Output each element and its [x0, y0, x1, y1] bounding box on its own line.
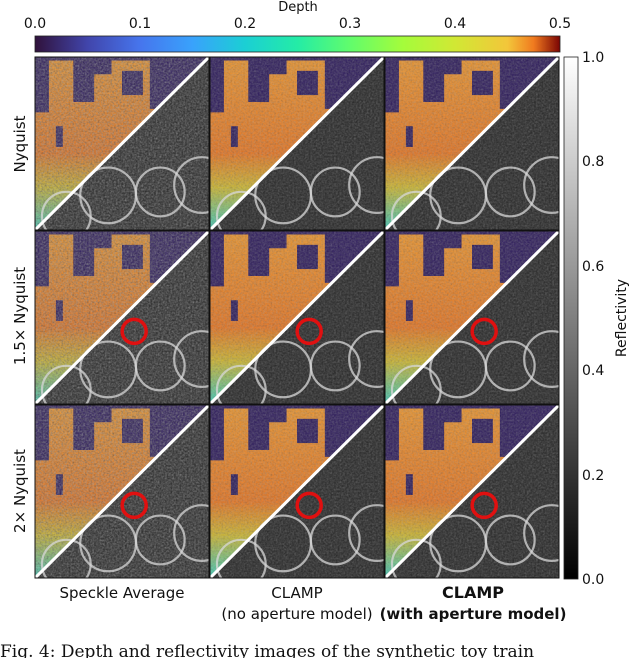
reflectivity-tick: 0.2	[582, 468, 604, 484]
wheel	[134, 166, 186, 218]
depth-tick: 0.3	[339, 16, 361, 32]
depth-colorbar-ticks: 0.0 0.1 0.2 0.3 0.4 0.5	[24, 16, 571, 32]
figure-canvas: Depth 0.0 0.1 0.2 0.3 0.4 0.5 Nyquist 1.…	[11, 0, 630, 623]
wheel	[523, 504, 559, 562]
wheel	[390, 538, 442, 578]
wheel	[173, 156, 209, 214]
image-panel	[34, 230, 210, 405]
column-label: CLAMP	[442, 583, 504, 602]
panel-border	[384, 56, 560, 231]
reflectivity-colorbar	[563, 56, 579, 580]
panel-border	[384, 404, 560, 579]
wheel	[309, 340, 361, 392]
highlight-circle	[120, 491, 148, 520]
wheel	[40, 364, 92, 404]
wheel	[484, 340, 536, 392]
column-sublabel: (no aperture model)	[221, 605, 372, 623]
wheel	[390, 190, 442, 230]
diagonal-separator	[35, 57, 209, 230]
image-panel	[34, 404, 210, 579]
depth-colorbar	[34, 35, 561, 53]
reflectivity-tick: 0.0	[582, 572, 604, 588]
column-label: CLAMP	[271, 584, 322, 602]
highlight-circle	[470, 491, 498, 520]
highlight-circle	[295, 491, 323, 520]
image-panel	[384, 404, 560, 579]
wheel	[348, 504, 384, 562]
image-panel	[209, 404, 385, 579]
panel-border	[34, 404, 210, 579]
diagonal-separator	[35, 231, 209, 404]
diagonal-separator	[385, 57, 559, 230]
wheel	[309, 166, 361, 218]
reflectivity-colorbar-label: Reflectivity	[614, 279, 630, 357]
panel-grid	[34, 56, 560, 579]
depth-tick: 0.1	[129, 16, 151, 32]
depth-tick: 0.4	[444, 16, 466, 32]
panel-border	[34, 230, 210, 405]
panel-border	[209, 56, 385, 231]
diagonal-separator	[385, 231, 559, 404]
row-label: Nyquist	[11, 115, 29, 172]
row-label: 2× Nyquist	[11, 449, 29, 533]
diagonal-separator	[210, 405, 384, 578]
highlight-circle	[295, 317, 323, 346]
wheel	[134, 340, 186, 392]
highlight-circle	[120, 317, 148, 346]
image-panel	[384, 56, 560, 231]
wheel	[173, 330, 209, 388]
wheel	[215, 190, 267, 230]
reflectivity-tick: 0.8	[582, 154, 604, 170]
depth-tick: 0.2	[234, 16, 256, 32]
image-panel	[209, 56, 385, 231]
depth-colorbar-label: Depth	[278, 0, 318, 15]
wheel	[309, 514, 361, 566]
wheel	[484, 166, 536, 218]
image-panel	[209, 230, 385, 405]
panel-border	[209, 404, 385, 579]
image-panel	[384, 230, 560, 405]
wheel	[390, 364, 442, 404]
reflectivity-colorbar-ticks: 1.0 0.8 0.6 0.4 0.2 0.0	[582, 50, 604, 588]
image-panel	[34, 56, 210, 231]
depth-tick: 0.5	[549, 16, 571, 32]
wheel	[215, 364, 267, 404]
wheel	[523, 156, 559, 214]
wheel	[40, 538, 92, 578]
wheel	[523, 330, 559, 388]
wheel	[215, 538, 267, 578]
column-sublabel: (with aperture model)	[380, 605, 567, 623]
diagonal-separator	[385, 405, 559, 578]
depth-tick: 0.0	[24, 16, 46, 32]
wheel	[40, 190, 92, 230]
panel-border	[384, 230, 560, 405]
reflectivity-tick: 0.4	[582, 363, 604, 379]
reflectivity-tick: 1.0	[582, 50, 604, 66]
wheel	[134, 514, 186, 566]
wheel	[348, 156, 384, 214]
panel-border	[34, 56, 210, 231]
reflectivity-tick: 0.6	[582, 259, 604, 275]
panel-border	[209, 230, 385, 405]
row-label: 1.5× Nyquist	[11, 267, 29, 365]
wheel	[173, 504, 209, 562]
wheel	[484, 514, 536, 566]
diagonal-separator	[210, 57, 384, 230]
diagonal-separator	[35, 405, 209, 578]
column-label: Speckle Average	[60, 584, 185, 602]
figure-caption: Fig. 4: Depth and reflectivity images of…	[0, 642, 535, 658]
diagonal-separator	[210, 231, 384, 404]
wheel	[348, 330, 384, 388]
highlight-circle	[470, 317, 498, 346]
